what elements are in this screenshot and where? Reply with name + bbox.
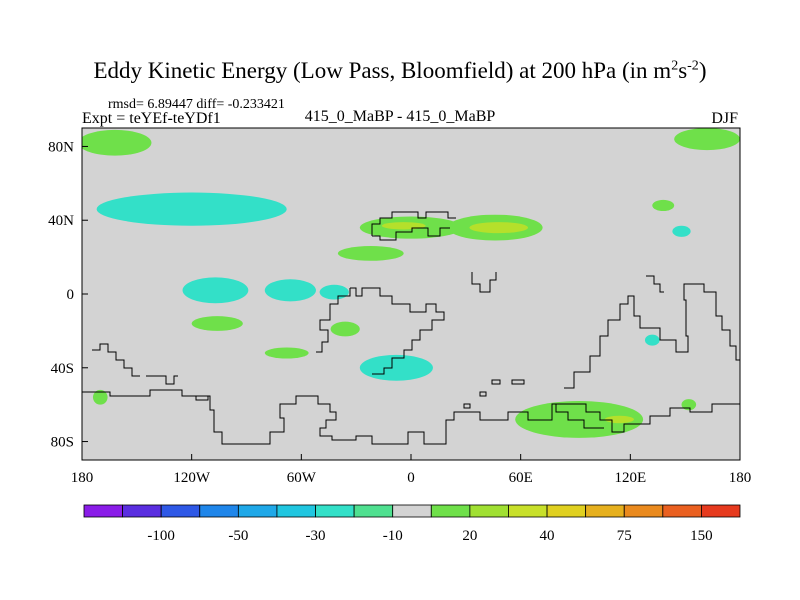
coast-island-2 — [479, 391, 487, 397]
region-indian-cyan — [644, 334, 660, 346]
x-tick-label: 180 — [71, 470, 94, 486]
stats-label: rmsd= 6.89447 diff= -0.233421 — [108, 97, 285, 112]
colorbar-label: -50 — [228, 528, 248, 544]
region-central-asia-core — [469, 222, 528, 234]
colorbar-swatch — [237, 504, 278, 518]
colorbar-swatch — [392, 504, 432, 518]
coast-island-4 — [511, 379, 525, 385]
colorbar-swatch — [662, 504, 702, 518]
coast-indian — [564, 283, 740, 389]
region-s-atlantic-cyan — [359, 354, 433, 381]
region-s-pacific-green-2 — [264, 347, 309, 359]
colorbar-swatch — [199, 504, 239, 518]
coast-east-asia — [646, 275, 664, 293]
colorbar-label: -10 — [383, 528, 403, 544]
region-tropical-atlantic-cyan — [319, 284, 349, 300]
region-s-pacific-green — [191, 316, 243, 331]
region-arctic-west-green — [82, 129, 152, 156]
coast-island-5 — [463, 403, 471, 409]
region-arctic-east-green — [674, 128, 740, 151]
colorbar-swatch — [469, 504, 509, 518]
axis-ticks: 180 120W 60W 0 60E 120E 180 80N 40N 0 40S 80S — [48, 139, 751, 486]
season-label: DJF — [711, 110, 738, 127]
colorbar: -100 -50 -30 -10 20 40 75 150 — [83, 504, 741, 544]
colorbar-label: 20 — [462, 528, 477, 544]
coast-island-1 — [195, 395, 209, 401]
region-tropical-pacific-cyan-2 — [264, 279, 316, 302]
x-tick-label: 60E — [509, 470, 533, 486]
colorbar-swatch — [83, 504, 123, 518]
region-s-indian-core — [604, 415, 634, 424]
coast-island-3 — [491, 379, 501, 385]
contour-regions — [82, 128, 740, 438]
colorbar-label: -30 — [306, 528, 326, 544]
x-tick-label: 120E — [614, 470, 646, 486]
region-atlantic-green-band — [337, 246, 404, 261]
colorbar-swatch — [122, 504, 162, 518]
colorbar-swatch — [508, 504, 548, 518]
region-ne-pacific-green — [652, 199, 675, 211]
coast-south-america — [350, 287, 445, 375]
region-tropical-pacific-cyan — [182, 277, 249, 304]
colorbar-label: 40 — [540, 528, 555, 544]
y-tick-label: 0 — [67, 287, 75, 303]
region-s-ocean-green-east — [681, 399, 697, 411]
colorbar-swatch — [623, 504, 664, 518]
chart-title: Eddy Kinetic Energy (Low Pass, Bloomfiel… — [93, 58, 707, 83]
coast-sw-pacific — [92, 343, 140, 377]
x-tick-label: 120W — [173, 470, 211, 486]
y-tick-label: 40S — [51, 361, 74, 377]
region-sw-pacific-green — [92, 389, 108, 405]
experiment-label: Expt = teYEf-teYDf1 — [82, 110, 221, 127]
x-tick-label: 180 — [729, 470, 752, 486]
colorbar-swatch — [546, 504, 587, 518]
plot-background — [82, 128, 740, 460]
colorbar-label: 150 — [690, 528, 713, 544]
x-tick-label: 0 — [407, 470, 415, 486]
coast-south-america-2 — [316, 288, 351, 353]
coast-antarctica — [82, 389, 740, 445]
colorbar-swatch — [430, 504, 471, 518]
coastlines — [82, 211, 740, 445]
region-s-indian-green — [515, 400, 644, 438]
coast-south-indian-ridge — [555, 404, 604, 429]
colorbar-swatch — [701, 504, 741, 518]
y-tick-label: 80N — [48, 139, 74, 155]
region-nw-pacific-cyan — [672, 225, 691, 237]
colorbar-label: 75 — [617, 528, 632, 544]
coast-europe — [371, 211, 456, 236]
colorbar-swatch — [353, 504, 394, 518]
comparison-label: 415_0_MaBP - 415_0_MaBP — [304, 108, 496, 125]
coast-africa-east — [471, 272, 497, 293]
region-s-atlantic-green — [330, 321, 360, 337]
colorbar-swatch — [160, 504, 201, 518]
colorbar-swatch — [276, 504, 316, 518]
y-tick-label: 80S — [51, 435, 74, 451]
colorbar-label: -100 — [147, 528, 175, 544]
region-north-pacific-cyan — [96, 192, 287, 226]
x-tick-label: 60W — [287, 470, 317, 486]
coast-mediterranean — [372, 227, 450, 241]
y-tick-label: 40N — [48, 213, 74, 229]
coast-islands — [146, 375, 178, 385]
colorbar-swatch — [585, 504, 625, 518]
colorbar-swatch — [315, 504, 355, 518]
